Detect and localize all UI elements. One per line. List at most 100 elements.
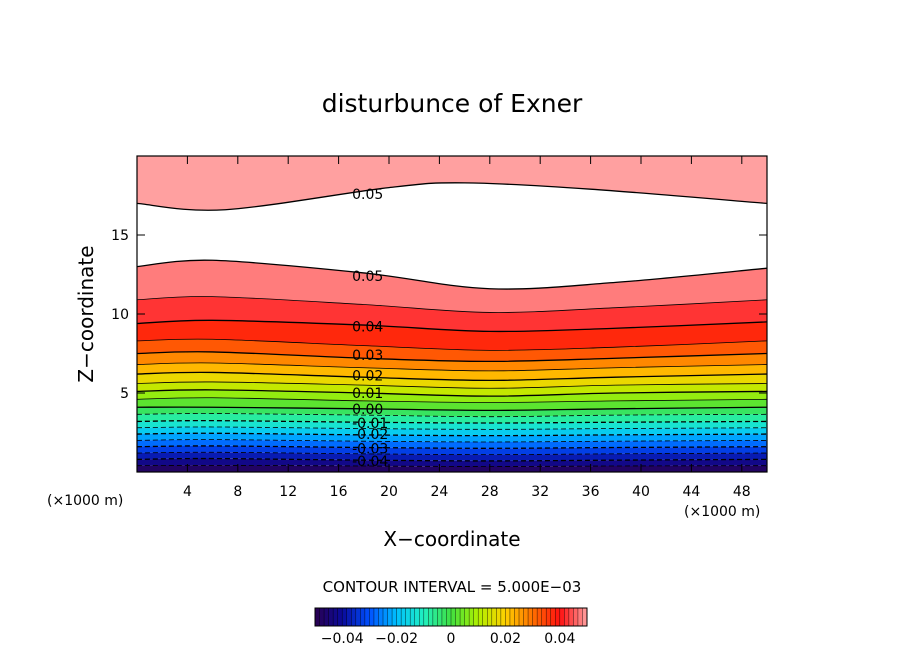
- colorbar-cell: [423, 608, 429, 626]
- colorbar-tick-label: −0.02: [375, 631, 418, 647]
- contour-line: [137, 259, 767, 290]
- colorbar-cell: [387, 608, 393, 626]
- colorbar-cell: [509, 608, 515, 626]
- colorbar-cell: [537, 608, 543, 626]
- contour-labels: 0.050.050.040.030.020.010.00-0.01-0.02-0…: [352, 187, 388, 470]
- colorbar-cell: [496, 608, 502, 626]
- x-unit-right: (×1000 m): [684, 504, 760, 520]
- colorbar-cell: [528, 608, 534, 626]
- colorbar-frame: [314, 607, 588, 627]
- x-axis-label: X−coordinate: [383, 527, 520, 551]
- colorbar-cell: [333, 608, 339, 626]
- colorbar-cell: [469, 608, 475, 626]
- colorbar-cell: [568, 608, 574, 626]
- y-tick-label: 15: [111, 228, 129, 244]
- colorbar-cell: [378, 608, 384, 626]
- contour-label: 0.05: [352, 269, 383, 285]
- colorbar-cell: [392, 608, 398, 626]
- contour-line: [137, 362, 767, 372]
- x-tick-label: 40: [632, 484, 650, 500]
- colorbar-tick-labels: −0.04 −0.02 0 0.02 0.04: [321, 631, 576, 647]
- contour-line: [137, 413, 767, 418]
- chart-title: disturbunce of Exner: [322, 89, 583, 118]
- contour-band: [137, 397, 767, 411]
- colorbar-cell: [410, 608, 416, 626]
- contour-line: [137, 406, 767, 412]
- contour-line: [137, 426, 767, 430]
- x-tick-label: 36: [582, 484, 600, 500]
- contour-band: [137, 260, 767, 313]
- contour-label: 0.04: [352, 320, 383, 336]
- colorbar-cell: [514, 608, 520, 626]
- contour-line: [137, 439, 767, 443]
- x-axis-ticks: 4 8 12 16 20 24 28 32 36 40 44 48: [183, 156, 751, 500]
- colorbar-cell: [460, 608, 466, 626]
- contour-line: [137, 296, 767, 313]
- contour-line: [137, 419, 767, 424]
- colorbar-cell: [478, 608, 484, 626]
- colorbar-cell: [351, 608, 357, 626]
- colorbar-cell: [451, 608, 457, 626]
- contour-band: [137, 156, 767, 211]
- contour-band: [137, 320, 767, 351]
- colorbar-cell: [532, 608, 538, 626]
- colorbar-cell: [405, 608, 411, 626]
- contour-label: -0.04: [352, 454, 388, 470]
- contour-line: [137, 451, 767, 456]
- contour-band: [137, 439, 767, 449]
- contour-line: [137, 389, 767, 397]
- colorbar-cell: [419, 608, 425, 626]
- colorbar-cell: [573, 608, 579, 626]
- contour-band: [137, 465, 767, 472]
- contour-line: [137, 351, 767, 363]
- colorbar-cell: [577, 608, 583, 626]
- y-axis-ticks: 5 10 15: [111, 228, 767, 402]
- colorbar-cell: [446, 608, 452, 626]
- colorbar-cell: [373, 608, 379, 626]
- contour-line: [137, 381, 767, 389]
- y-tick-label: 10: [111, 307, 129, 323]
- contour-line: [137, 397, 767, 403]
- x-tick-label: 28: [481, 484, 499, 500]
- colorbar-cell: [500, 608, 506, 626]
- colorbar-cell: [487, 608, 493, 626]
- contour-line: [137, 464, 767, 467]
- colorbar-cell: [315, 608, 321, 626]
- colorbar-tick-label: −0.04: [321, 631, 364, 647]
- colorbar-cell: [546, 608, 552, 626]
- colorbar-cell: [559, 608, 565, 626]
- colorbar-cell: [541, 608, 547, 626]
- colorbar-cell: [346, 608, 352, 626]
- contour-line: [137, 338, 767, 351]
- colorbar-cell: [441, 608, 447, 626]
- colorbar-cell: [369, 608, 375, 626]
- y-axis-label: Z−coordinate: [74, 245, 98, 382]
- contour-line: [137, 432, 767, 437]
- colorbar-tick-label: 0.02: [490, 631, 521, 647]
- contour-label: 0.01: [352, 386, 383, 402]
- contour-line: [137, 457, 767, 462]
- colorbar-cell: [401, 608, 407, 626]
- x-tick-label: 48: [733, 484, 751, 500]
- contour-band: [137, 296, 767, 332]
- colorbar-cell: [360, 608, 366, 626]
- colorbar-cell: [482, 608, 488, 626]
- colorbar-cell: [519, 608, 525, 626]
- contour-label: -0.03: [352, 441, 388, 457]
- colorbar-cell: [355, 608, 361, 626]
- contour-line: [137, 445, 767, 449]
- colorbar-cell: [564, 608, 570, 626]
- colorbar-cell: [319, 608, 325, 626]
- colorbar: [314, 607, 588, 627]
- contour-line: [137, 319, 767, 333]
- colorbar-cell: [473, 608, 479, 626]
- colorbar-cell: [523, 608, 529, 626]
- contour-label: 0.03: [352, 348, 383, 364]
- contour-label: 0.02: [352, 369, 383, 385]
- y-tick-label: 5: [120, 386, 129, 402]
- colorbar-cell: [437, 608, 443, 626]
- colorbar-cell: [464, 608, 470, 626]
- x-tick-label: 44: [682, 484, 700, 500]
- x-tick-label: 24: [430, 484, 448, 500]
